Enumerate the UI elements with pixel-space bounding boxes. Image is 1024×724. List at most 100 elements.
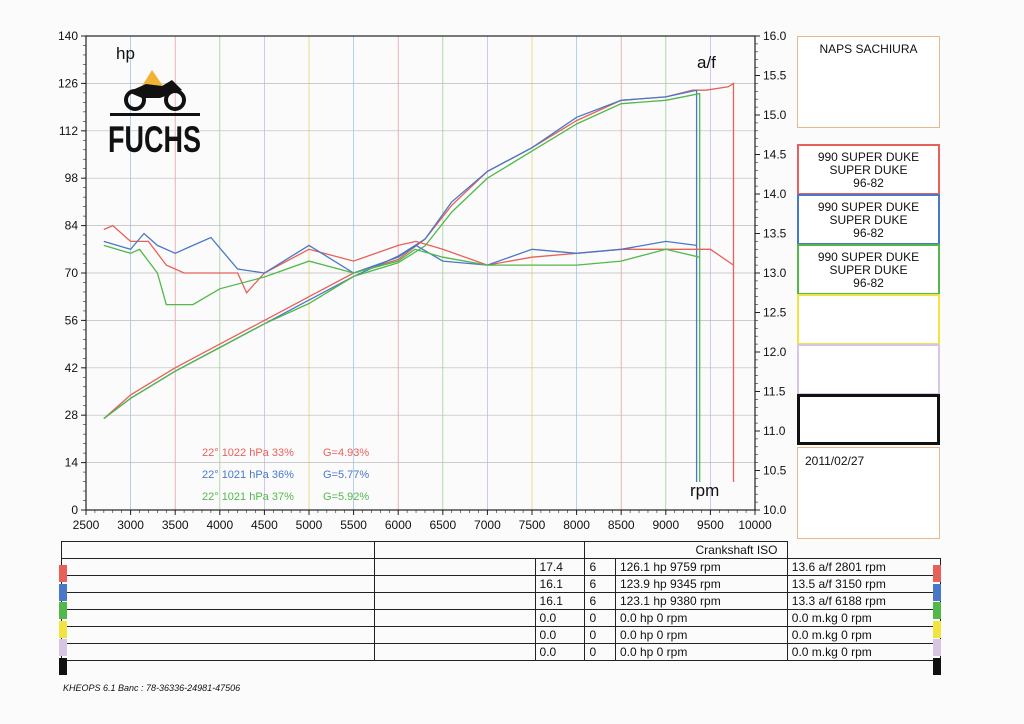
- table-cell: [61, 626, 375, 644]
- axes: 2500 3000 3500 4000 4500 5000 5500 6000 6500 7000…: [58, 29, 787, 532]
- table-cell: [61, 592, 375, 610]
- table-cell: 0.0 m.kg 0 rpm: [786, 643, 942, 661]
- table-cell: 13.6 a/f 2801 rpm: [786, 558, 942, 576]
- x-tick-label: 7000: [474, 518, 501, 532]
- vehicle-label: 990 SUPER DUKE: [817, 150, 920, 164]
- table-cell: 6: [584, 558, 616, 576]
- vehicle-label: 96-82: [853, 226, 884, 240]
- table-cell: [61, 609, 375, 627]
- x-tick-label: 6000: [385, 518, 412, 532]
- grid: [86, 36, 755, 510]
- x-tick-label: 5000: [296, 518, 323, 532]
- table-cell: [61, 643, 375, 661]
- row-color-swatch: [59, 565, 67, 582]
- table-row: 16.1 6 123.1 hp 9380 rpm 13.3 a/f 6188 rpm: [61, 592, 942, 610]
- row-color-swatch: [933, 583, 941, 601]
- y2-tick-label: 11.0: [763, 424, 786, 438]
- y-tick-label: 112: [59, 124, 78, 138]
- x-tick-label: 3000: [117, 518, 144, 532]
- table-cell: [373, 592, 536, 610]
- table-header-row: Crankshaft ISO: [61, 541, 941, 559]
- table-cell: 17.4: [534, 558, 586, 576]
- y-tick-label: 140: [58, 29, 78, 43]
- condition-g: G=4.93%: [323, 447, 369, 459]
- table-cell: 0: [584, 626, 616, 644]
- row-color-swatch: [59, 620, 67, 638]
- shop-name: NAPS SACHIURA: [819, 42, 918, 56]
- table-cell: 0.0 m.kg 0 rpm: [786, 626, 942, 644]
- y-axis-label-hp: hp: [116, 44, 135, 63]
- y-tick-label: 70: [65, 266, 79, 280]
- y-tick-label: 98: [65, 171, 79, 185]
- y2-tick-label: 14.0: [763, 187, 787, 201]
- vehicle-label: 96-82: [853, 176, 884, 190]
- vehicle-label: 990 SUPER DUKE: [817, 250, 920, 264]
- row-color-swatch: [933, 657, 941, 675]
- date-box: 2011/02/27: [797, 447, 940, 539]
- x-tick-label: 2500: [73, 518, 100, 532]
- table-cell: 6: [584, 575, 616, 593]
- y2-tick-label: 13.0: [763, 266, 787, 280]
- table-cell: [373, 626, 536, 644]
- x-tick-label: 10000: [738, 518, 772, 532]
- y2-tick-label: 11.5: [763, 385, 786, 399]
- y-tick-label: 14: [65, 456, 79, 470]
- y-tick-label: 42: [65, 361, 79, 375]
- y2-tick-label: 15.5: [763, 69, 787, 83]
- shop-name-box: NAPS SACHIURA: [797, 36, 940, 128]
- vehicle-label: SUPER DUKE: [829, 163, 908, 177]
- y2-tick-label: 16.0: [763, 29, 787, 43]
- hp-curve: [103, 92, 701, 482]
- row-color-swatch: [59, 602, 67, 619]
- y2-tick-label: 13.5: [763, 227, 787, 241]
- x-tick-label: 9500: [697, 518, 724, 532]
- x-tick-label: 4000: [206, 518, 233, 532]
- y-tick-label: 0: [71, 503, 78, 517]
- row-color-swatch: [59, 657, 67, 675]
- condition-g: G=5.92%: [323, 491, 369, 503]
- table-cell: 0: [584, 609, 616, 627]
- vehicle-box: [797, 394, 940, 445]
- table-cell: 0.0 hp 0 rpm: [614, 626, 788, 644]
- condition-g: G=5.77%: [323, 469, 369, 481]
- footer-text: KHEOPS 6.1 Banc : 78-36336-24981-47506: [63, 683, 241, 693]
- x-tick-label: 3500: [162, 518, 189, 532]
- table-cell: 0: [584, 643, 616, 661]
- table-cell: 16.1: [534, 592, 586, 610]
- series: [103, 82, 735, 482]
- table-header: Crankshaft ISO: [584, 541, 788, 559]
- table-cell: 16.1: [534, 575, 586, 593]
- x-axis-label-rpm: rpm: [690, 481, 719, 500]
- y2-tick-label: 10.5: [763, 464, 787, 478]
- table-cell: [373, 575, 536, 593]
- table-cell: 13.5 a/f 3150 rpm: [786, 575, 942, 593]
- conditions-legend: 22° 1022 hPa 33% G=4.93% 22° 1021 hPa 36% G…: [202, 447, 369, 503]
- x-tick-label: 6500: [429, 518, 456, 532]
- table-cell: 0.0: [534, 643, 586, 661]
- vehicle-box: [797, 344, 940, 395]
- x-tick-label: 4500: [251, 518, 278, 532]
- row-color-swatch: [933, 565, 941, 582]
- vehicle-label: 96-82: [853, 276, 884, 290]
- condition-line: 22° 1022 hPa 33%: [202, 447, 294, 459]
- x-tick-label: 9000: [652, 518, 679, 532]
- results-table: Crankshaft ISO 17.4 6 126.1 hp 9759 rpm 13.…: [61, 541, 942, 661]
- logo-text: FUCHS: [108, 119, 201, 160]
- y2-tick-label: 12.5: [763, 306, 787, 320]
- row-color-swatch: [933, 639, 941, 656]
- table-cell: 6: [584, 592, 616, 610]
- vehicle-label: 990 SUPER DUKE: [817, 200, 920, 214]
- table-cell: 0.0 m.kg 0 rpm: [786, 609, 942, 627]
- y2-tick-label: 14.5: [763, 148, 787, 162]
- table-cell: 0.0: [534, 609, 586, 627]
- fuchs-logo: FUCHS: [108, 70, 201, 160]
- vehicle-box: 990 SUPER DUKE SUPER DUKE 96-82: [797, 194, 940, 245]
- table-cell: 123.1 hp 9380 rpm: [614, 592, 788, 610]
- y2-axis-label-af: a/f: [697, 53, 716, 72]
- y2-tick-label: 10.0: [763, 503, 787, 517]
- x-tick-label: 8500: [608, 518, 635, 532]
- table-cell: [373, 609, 536, 627]
- table-cell: 126.1 hp 9759 rpm: [614, 558, 788, 576]
- y-tick-label: 28: [65, 408, 79, 422]
- x-tick-label: 8000: [563, 518, 590, 532]
